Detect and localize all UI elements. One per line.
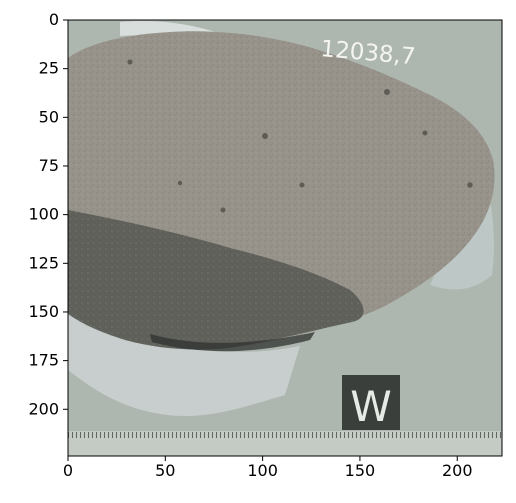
x-tick-label: 200 [442,461,473,480]
y-tick-label: 25 [39,59,59,78]
y-tick-label: 200 [28,399,59,418]
y-tick-label: 150 [28,302,59,321]
y-tick-label: 100 [28,205,59,224]
x-tick-label: 50 [155,461,175,480]
y-tick-label: 50 [39,107,59,126]
y-tick-label: 0 [49,10,59,29]
lunar-sample-photo: W 12038,7 [68,20,502,456]
scale-cube-label: W [350,382,392,431]
ruler-ticks [68,431,502,443]
y-tick-label: 75 [39,156,59,175]
x-tick-label: 0 [63,461,73,480]
y-tick-label: 175 [28,351,59,370]
x-tick-label: 100 [247,461,278,480]
y-tick-label: 125 [28,253,59,272]
x-tick-label: 150 [345,461,376,480]
